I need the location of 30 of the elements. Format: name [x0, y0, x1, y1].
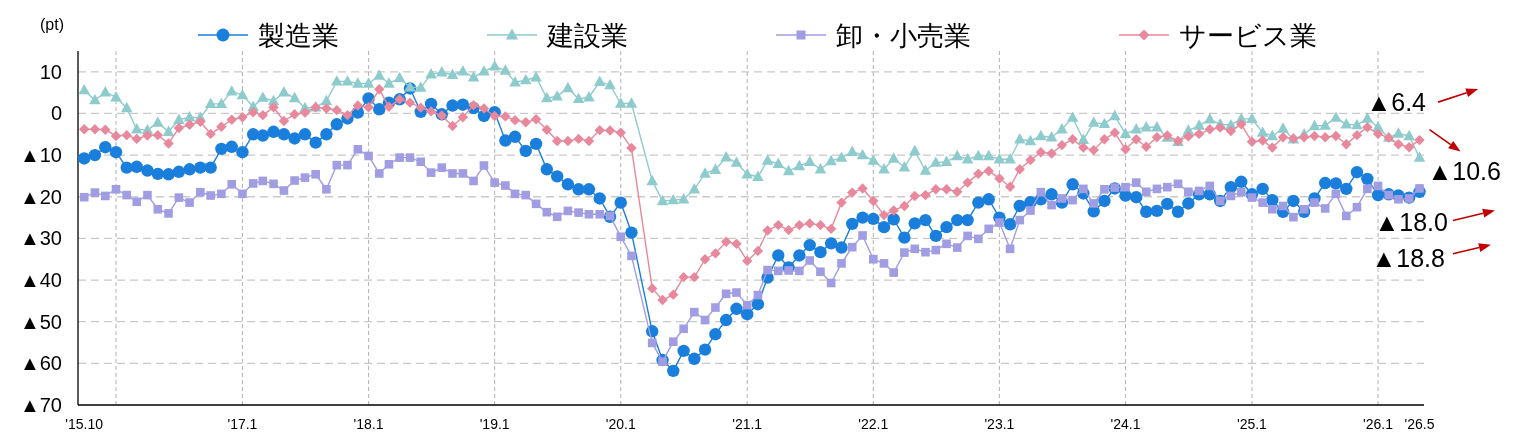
y-tick-label: ▲10: [19, 144, 62, 167]
y-tick-label: ▲50: [19, 310, 62, 333]
legend-label: 製造業: [258, 21, 339, 51]
x-tick-label: '17.1: [227, 416, 258, 432]
annotation: ▲10.6: [1427, 156, 1501, 185]
legend-label: 建設業: [546, 21, 628, 51]
y-axis-title: (pt): [40, 16, 64, 33]
annotation: ▲6.4: [1366, 88, 1427, 117]
x-tick-label: '22.1: [858, 416, 889, 432]
x-tick-label: '26.1: [1363, 416, 1394, 432]
x-tick-label: '24.1: [1110, 416, 1141, 432]
y-tick-label: ▲40: [19, 269, 62, 292]
annotation: ▲18.8: [1371, 243, 1445, 272]
x-tick-label: '20.1: [605, 416, 636, 432]
legend-label: サービス業: [1179, 21, 1317, 51]
annotation: ▲18.0: [1374, 208, 1448, 237]
y-tick-label: ▲70: [19, 394, 62, 416]
x-tick-label: '21.1: [732, 416, 763, 432]
x-tick-label: '23.1: [984, 416, 1015, 432]
x-tick-label: '15.10: [65, 416, 104, 432]
x-tick-label: '26.5: [1404, 416, 1435, 432]
x-tick-label: '18.1: [353, 416, 384, 432]
y-tick-label: ▲20: [19, 185, 62, 208]
y-tick-label: ▲60: [19, 352, 62, 375]
x-tick-label: '25.1: [1236, 416, 1268, 432]
y-tick-label: ▲30: [19, 227, 62, 250]
legend-label: 卸・小売業: [836, 21, 971, 51]
y-tick-label: 0: [50, 102, 62, 125]
x-tick-label: '19.1: [479, 416, 510, 432]
y-tick-label: 10: [39, 60, 62, 83]
